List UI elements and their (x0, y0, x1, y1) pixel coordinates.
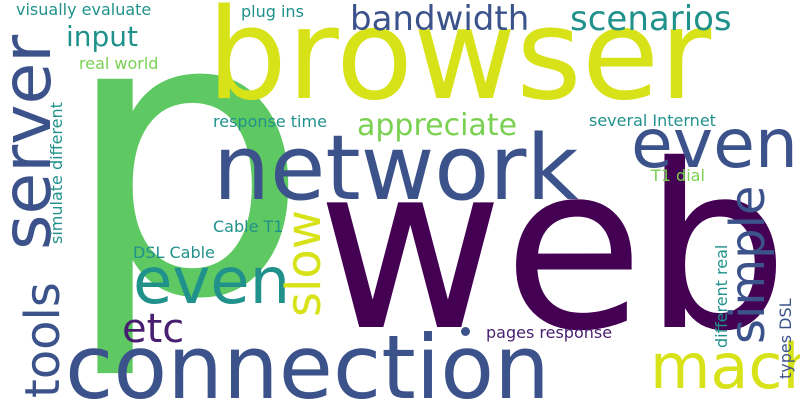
word-types-dsl: types DSL (776, 298, 795, 379)
word-response-time: response time (213, 112, 327, 131)
word-slow: slow (276, 210, 332, 317)
word-even: even (631, 105, 799, 184)
word-etc: even (133, 245, 291, 319)
word-browser: browser (207, 0, 712, 128)
word-input: input (66, 20, 139, 53)
word-LAN: machine (650, 330, 800, 400)
word-web: web (317, 115, 789, 381)
word-network: network (213, 116, 579, 221)
word-plug-ins: plug ins (241, 2, 304, 21)
word-t1-dial: T1 dial (651, 166, 705, 185)
word-machine: etc (122, 306, 185, 352)
word-scenarios: scenarios (570, 0, 732, 39)
word-simple: simple (720, 185, 776, 344)
word-tools: tools (15, 282, 71, 398)
dot-mark (461, 327, 470, 336)
word-appreciate: appreciate (357, 108, 518, 143)
word-p: p (62, 0, 310, 384)
word-real-world: real world (79, 54, 159, 73)
word-connection: connection (65, 316, 550, 400)
word-cable-t1: Cable T1 (213, 217, 284, 236)
word-bandwidth: bandwidth (350, 0, 530, 39)
word-pages-response: pages response (486, 323, 613, 342)
word-dsl-cable: DSL Cable (133, 243, 215, 262)
word-several-internet: several Internet (589, 111, 716, 130)
word-different-real: different real (712, 244, 731, 348)
word-simulate-different: simulate different (47, 102, 66, 244)
word-visually-evaluate: visually evaluate (16, 0, 152, 19)
